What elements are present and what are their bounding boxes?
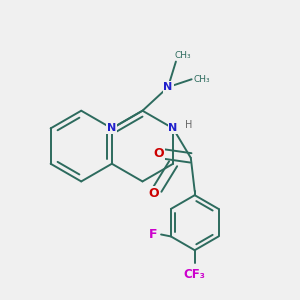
Text: N: N bbox=[107, 123, 116, 134]
Text: F: F bbox=[149, 228, 157, 241]
Text: CF₃: CF₃ bbox=[184, 268, 206, 281]
Text: O: O bbox=[148, 187, 159, 200]
Text: H: H bbox=[185, 120, 192, 130]
Text: O: O bbox=[153, 147, 164, 160]
Text: CH₃: CH₃ bbox=[194, 75, 210, 84]
Text: CH₃: CH₃ bbox=[175, 51, 191, 60]
Text: N: N bbox=[164, 82, 173, 92]
Text: N: N bbox=[169, 123, 178, 134]
